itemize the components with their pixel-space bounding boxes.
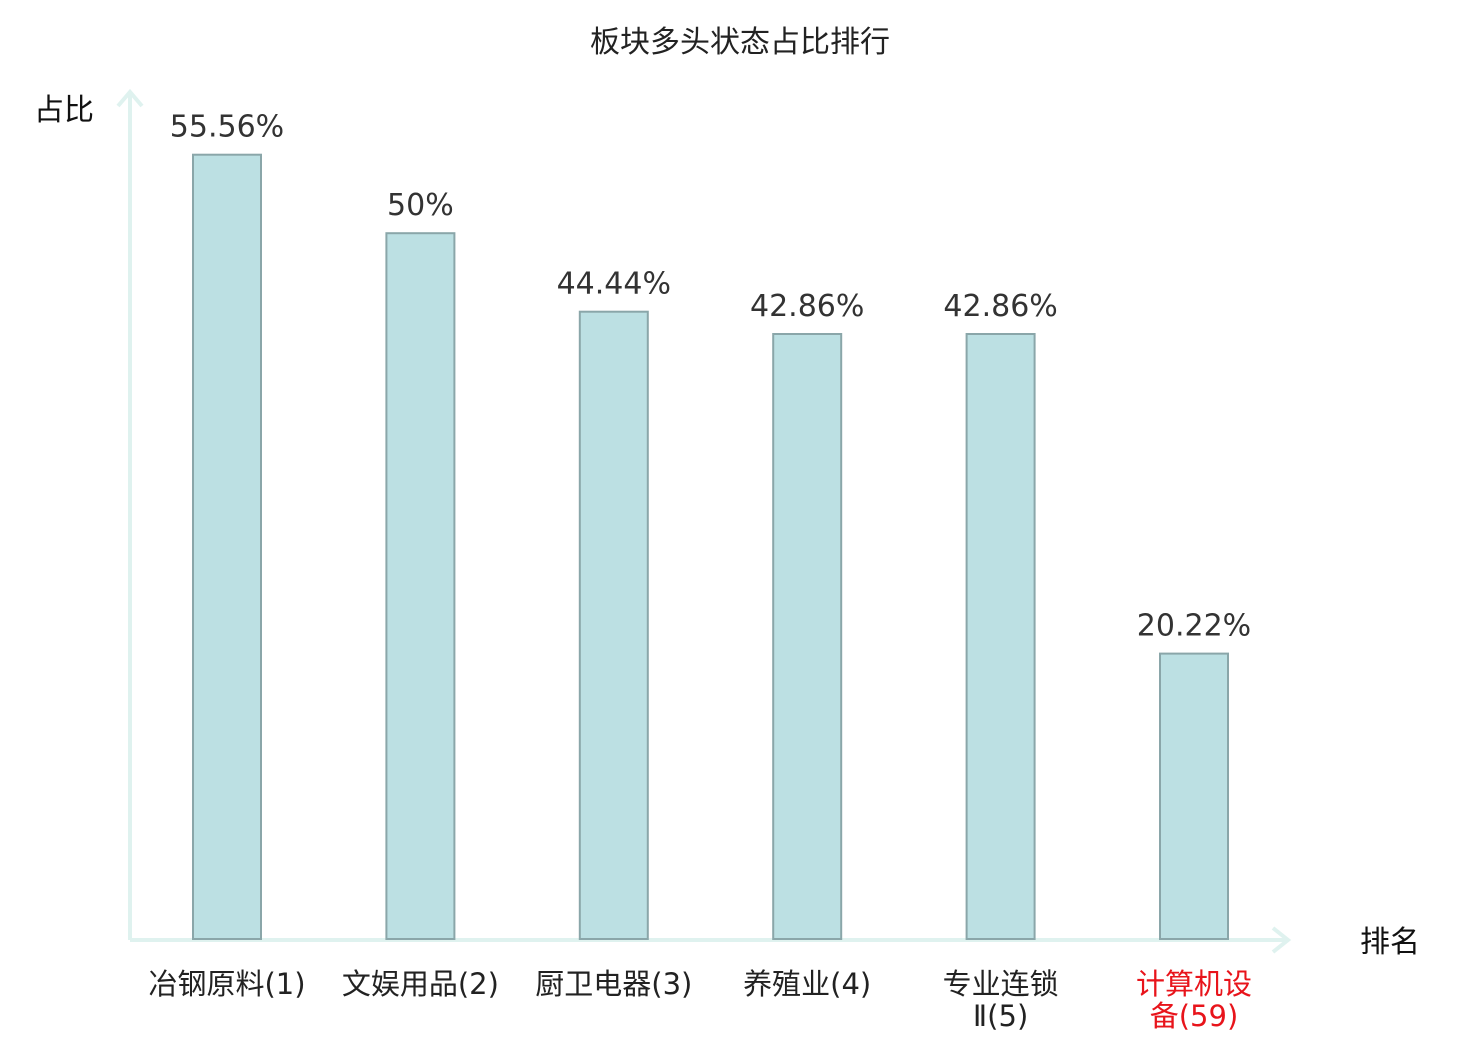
value-labels-group: 55.56% 50% 44.44% 42.86% 42.86% 20.22%: [170, 110, 1251, 644]
x-axis-title: 排名: [1360, 925, 1420, 960]
value-label-4: 42.86%: [750, 289, 864, 324]
bar-2: [385, 232, 456, 940]
x-tick-label-line: 计算机设: [1136, 967, 1252, 1001]
x-tick-label-line: 文娱用品(2): [342, 967, 499, 1001]
value-label-3: 44.44%: [557, 267, 671, 302]
x-tick-label-3: 厨卫电器(3): [535, 967, 692, 1001]
x-axis: [130, 926, 1292, 954]
x-tick-label-1: 冶钢原料(1): [148, 967, 305, 1001]
y-axis-title: 占比: [34, 93, 94, 128]
bar-6: [1159, 652, 1229, 940]
bar-5: [965, 333, 1036, 940]
bar-1: [192, 153, 262, 940]
x-tick-label-2: 文娱用品(2): [342, 967, 499, 1001]
x-tick-label-line: 冶钢原料(1): [148, 967, 305, 1001]
x-tick-label-line: 养殖业(4): [743, 967, 871, 1001]
value-label-2: 50%: [387, 188, 454, 223]
bars-group: [192, 153, 1229, 940]
y-axis-arrow: [116, 88, 144, 108]
bar-4: [772, 333, 843, 940]
x-tick-label-4: 养殖业(4): [743, 967, 871, 1001]
x-tick-label-line: Ⅱ(5): [973, 999, 1028, 1033]
value-label-1: 55.56%: [170, 110, 284, 145]
y-axis: [116, 88, 144, 940]
chart-title: 板块多头状态占比排行: [590, 25, 890, 60]
x-tick-label-5: 专业连锁 Ⅱ(5): [943, 967, 1059, 1033]
bar-3: [578, 310, 649, 940]
value-label-6: 20.22%: [1137, 609, 1251, 644]
value-label-5: 42.86%: [943, 289, 1057, 324]
x-tick-label-line: 备(59): [1150, 999, 1239, 1033]
x-tick-label-6: 计算机设备(59): [1136, 967, 1252, 1033]
x-axis-arrow: [1271, 926, 1292, 954]
x-tick-label-line: 厨卫电器(3): [535, 967, 692, 1001]
x-tick-label-line: 专业连锁: [943, 967, 1059, 1001]
tick-labels-group: 冶钢原料(1) 文娱用品(2) 厨卫电器(3) 养殖业(4) 专业连锁 Ⅱ(5) 计算机设备…: [148, 967, 1252, 1033]
